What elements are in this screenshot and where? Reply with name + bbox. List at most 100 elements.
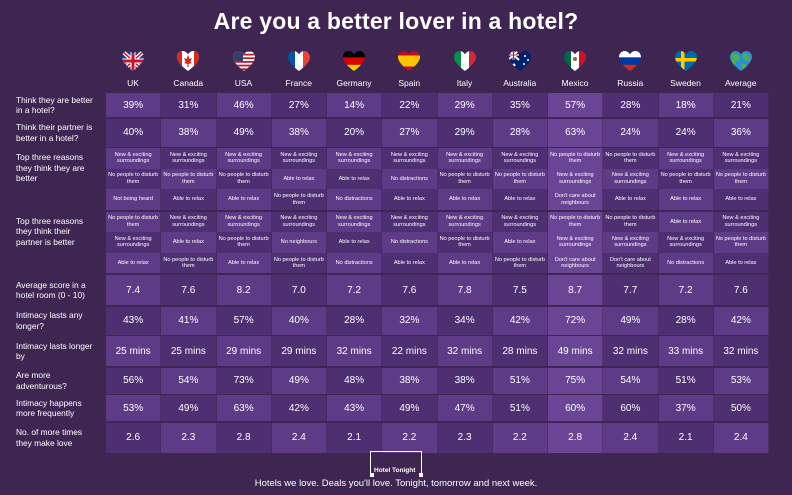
- canada-flag-icon: [177, 51, 200, 71]
- value-cell: 2.2: [492, 422, 548, 453]
- country-name: Spain: [398, 78, 421, 88]
- value-cell: 38%: [161, 118, 217, 147]
- row-label: Think they are better in a hotel?: [16, 94, 93, 116]
- row-label: Top three reasons they think they are be…: [16, 152, 85, 183]
- value-cell: 43%: [106, 306, 162, 335]
- value-cell: 49%: [271, 367, 327, 394]
- reason-cell: New & exciting surroundings: [713, 148, 769, 169]
- reason-cell: No people to disturb them: [161, 168, 217, 190]
- country-name: Italy: [456, 78, 473, 88]
- value-cell: 8.7: [548, 275, 604, 305]
- value-cell: 57%: [216, 306, 272, 335]
- reason-cell: New & exciting surroundings: [492, 211, 548, 233]
- reason-cell: No people to disturb them: [658, 168, 714, 190]
- reason-cell: New & exciting surroundings: [437, 211, 493, 233]
- reason-cell: New & exciting surroundings: [106, 232, 162, 253]
- value-cell: 25 mins: [106, 336, 162, 366]
- value-cell: 50%: [713, 395, 769, 421]
- country-column-header: Australia: [493, 48, 547, 88]
- value-cell: 18%: [658, 93, 714, 117]
- value-cell: 7.6: [161, 275, 217, 305]
- reason-cell: No people to disturb them: [437, 232, 493, 253]
- value-cell: 46%: [216, 93, 272, 117]
- value-cell: 7.7: [603, 275, 659, 305]
- reason-cell: Able to relax: [327, 232, 383, 253]
- value-cell: 42%: [713, 306, 769, 335]
- reason-cell: New & exciting surroundings: [437, 148, 493, 169]
- reason-cell: No people to disturb them: [548, 148, 604, 169]
- country-name: Canada: [173, 78, 204, 88]
- reason-cell: No distractions: [327, 189, 383, 210]
- uk-flag-icon: [122, 51, 144, 71]
- reason-cell: Able to relax: [161, 189, 217, 210]
- france-flag-icon: [287, 51, 310, 71]
- reason-cell: Able to relax: [216, 252, 272, 274]
- country-header: UK Canada USA France Germany Spain Italy Austra…: [0, 48, 792, 92]
- reason-cell: New & exciting surroundings: [658, 148, 714, 169]
- reason-cell: No people to disturb them: [713, 168, 769, 190]
- value-cell: 29%: [437, 93, 493, 117]
- reason-cell: No people to disturb them: [548, 211, 604, 233]
- italy-flag-icon: [453, 51, 476, 71]
- value-cell: 25 mins: [161, 336, 217, 366]
- country-column-header: USA: [217, 48, 271, 88]
- value-cell: 42%: [271, 395, 327, 421]
- reason-cell: Able to relax: [713, 252, 769, 274]
- reason-cell: New & exciting surroundings: [106, 148, 162, 169]
- value-cell: 48%: [327, 367, 383, 394]
- value-cell: 2.4: [713, 422, 769, 453]
- value-cell: 34%: [437, 306, 493, 335]
- value-cell: 24%: [603, 118, 659, 147]
- reason-cell: New & exciting surroundings: [658, 232, 714, 253]
- reason-cell: Able to relax: [106, 252, 162, 274]
- reason-cell: Don't care about neighbours: [548, 252, 604, 274]
- reason-cell: Able to relax: [603, 189, 659, 210]
- value-cell: 2.1: [658, 422, 714, 453]
- reason-cell: No people to disturb them: [603, 211, 659, 233]
- reason-cell: Able to relax: [382, 252, 438, 274]
- reason-cell: No people to disturb them: [603, 148, 659, 169]
- tagline: Hotels we love. Deals you'll love. Tonig…: [254, 478, 538, 489]
- reason-cell: No people to disturb them: [492, 168, 548, 190]
- mexico-flag-icon: [564, 51, 586, 71]
- row-label: No. of more times they make love: [16, 427, 83, 448]
- reason-cell: New & exciting surroundings: [161, 211, 217, 233]
- reason-cell: New & exciting surroundings: [327, 148, 383, 169]
- row-label: Intimacy lasts any longer?: [16, 310, 83, 331]
- value-cell: 28%: [492, 118, 548, 147]
- globe-icon: [729, 51, 752, 71]
- country-column-header: Spain: [382, 48, 436, 88]
- value-cell: 47%: [437, 395, 493, 421]
- reason-cell: Able to relax: [437, 252, 493, 274]
- page-title: Are you a better lover in a hotel?: [213, 8, 579, 34]
- row-label: Top three reasons they think their partn…: [16, 215, 84, 247]
- value-cell: 7.6: [713, 275, 769, 305]
- country-column-header: Average: [714, 48, 768, 88]
- reason-cell: New & exciting surroundings: [603, 232, 659, 253]
- reason-cell: New & exciting surroundings: [216, 148, 272, 169]
- value-cell: 35%: [492, 93, 548, 117]
- reason-cell: No people to disturb them: [216, 168, 272, 190]
- value-cell: 42%: [492, 306, 548, 335]
- value-cell: 2.4: [271, 422, 327, 453]
- value-cell: 7.2: [658, 275, 714, 305]
- value-cell: 49%: [161, 395, 217, 421]
- value-cell: 63%: [548, 118, 604, 147]
- value-cell: 60%: [603, 395, 659, 421]
- country-name: Average: [724, 78, 757, 88]
- value-cell: 7.0: [271, 275, 327, 305]
- value-cell: 39%: [106, 93, 162, 117]
- row-label: Are more adventurous?: [16, 370, 67, 391]
- reason-cell: Don't care about neighbours: [548, 189, 604, 210]
- reason-cell: No people to disturb them: [216, 232, 272, 253]
- value-cell: 2.8: [548, 422, 604, 453]
- value-cell: 8.2: [216, 275, 272, 305]
- reason-cell: New & exciting surroundings: [161, 148, 217, 169]
- reason-cell: Able to relax: [327, 168, 383, 190]
- row-label: Think their partner is better in a hotel…: [16, 122, 93, 143]
- reason-cell: New & exciting surroundings: [382, 148, 438, 169]
- country-name: Germany: [336, 78, 372, 88]
- value-cell: 32%: [382, 306, 438, 335]
- value-cell: 2.3: [161, 422, 217, 453]
- reason-cell: No people to disturb them: [106, 211, 162, 233]
